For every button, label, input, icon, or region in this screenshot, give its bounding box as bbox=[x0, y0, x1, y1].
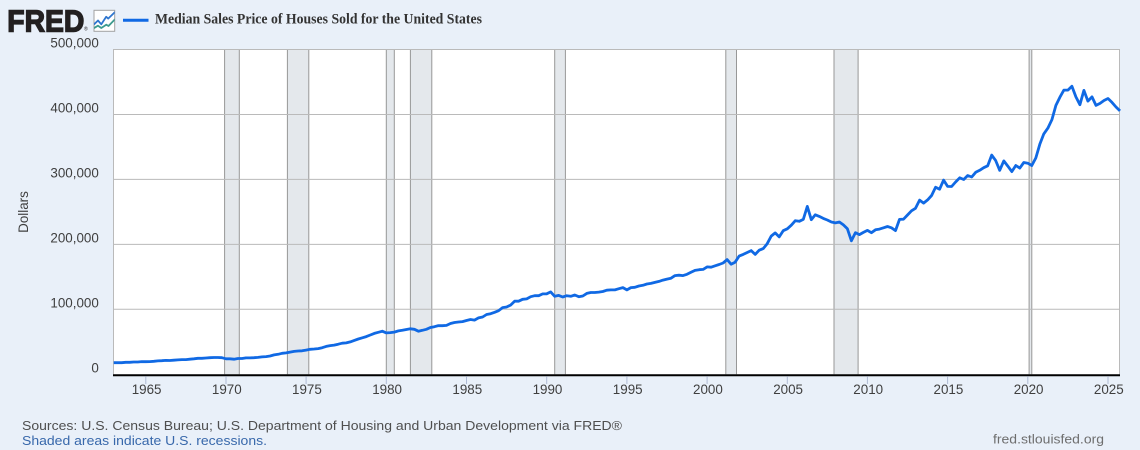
svg-text:Dollars: Dollars bbox=[16, 191, 31, 233]
svg-text:2005: 2005 bbox=[773, 382, 803, 397]
svg-text:2020: 2020 bbox=[1014, 382, 1044, 397]
svg-text:400,000: 400,000 bbox=[50, 101, 98, 116]
svg-text:0: 0 bbox=[91, 360, 98, 375]
svg-text:fred.stlouisfed.org: fred.stlouisfed.org bbox=[993, 433, 1104, 447]
svg-text:1970: 1970 bbox=[212, 382, 242, 397]
svg-text:1990: 1990 bbox=[533, 382, 563, 397]
svg-text:1965: 1965 bbox=[132, 382, 162, 397]
svg-text:Median Sales Price of Houses S: Median Sales Price of Houses Sold for th… bbox=[155, 12, 482, 28]
svg-text:500,000: 500,000 bbox=[50, 36, 98, 51]
svg-text:200,000: 200,000 bbox=[50, 230, 98, 245]
svg-text:®: ® bbox=[84, 26, 88, 33]
svg-text:1985: 1985 bbox=[452, 382, 482, 397]
svg-text:Shaded areas indicate U.S. rec: Shaded areas indicate U.S. recessions. bbox=[22, 434, 267, 448]
svg-text:FRED: FRED bbox=[7, 4, 84, 39]
svg-text:2000: 2000 bbox=[693, 382, 723, 397]
svg-text:1995: 1995 bbox=[613, 382, 643, 397]
svg-text:300,000: 300,000 bbox=[50, 165, 98, 180]
svg-text:1975: 1975 bbox=[292, 382, 322, 397]
svg-text:2010: 2010 bbox=[853, 382, 883, 397]
svg-text:2025: 2025 bbox=[1094, 382, 1124, 397]
svg-text:2015: 2015 bbox=[934, 382, 964, 397]
svg-text:1980: 1980 bbox=[372, 382, 402, 397]
svg-text:Sources: U.S. Census Bureau; U: Sources: U.S. Census Bureau; U.S. Depart… bbox=[22, 419, 623, 433]
svg-text:100,000: 100,000 bbox=[50, 295, 98, 310]
